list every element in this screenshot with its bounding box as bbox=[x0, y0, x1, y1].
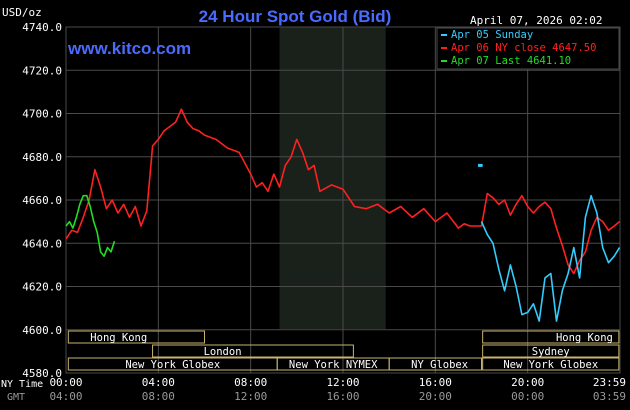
chart-title: 24 Hour Spot Gold (Bid) bbox=[199, 7, 392, 26]
y-tick-label: 4700.0 bbox=[22, 108, 62, 121]
session-box bbox=[388, 357, 482, 371]
session-label: New York Globex bbox=[503, 359, 598, 371]
session-label: New York Globex bbox=[125, 359, 220, 371]
ny-time-tick: 20:00 bbox=[511, 376, 544, 389]
shaded-band-layer bbox=[279, 27, 386, 329]
session-box bbox=[152, 344, 354, 358]
y-tick-label: 4580.0 bbox=[22, 367, 62, 380]
gmt-time-tick: 16:00 bbox=[326, 390, 359, 403]
timestamp: April 07, 2026 02:02 bbox=[470, 14, 602, 27]
gmt-label: GMT bbox=[7, 392, 25, 403]
y-tick-label: 4640.0 bbox=[22, 237, 62, 250]
y-tick-label: 4660.0 bbox=[22, 194, 62, 207]
y-tick-label: 4680.0 bbox=[22, 151, 62, 164]
session-box bbox=[482, 330, 620, 344]
session-label: London bbox=[204, 346, 242, 358]
session-label: New York NYMEX bbox=[289, 359, 378, 371]
units-label: USD/oz bbox=[2, 6, 42, 19]
gmt-time-tick: 08:00 bbox=[142, 390, 175, 403]
session-box bbox=[482, 344, 620, 358]
ny-time-label: NY Time bbox=[1, 379, 43, 390]
session-box bbox=[67, 330, 205, 344]
nymex-shaded-band bbox=[279, 27, 386, 329]
ny-time-tick: 08:00 bbox=[234, 376, 267, 389]
grid-layer bbox=[65, 26, 621, 374]
series-line bbox=[65, 108, 621, 275]
legend-box bbox=[436, 27, 620, 70]
series-layer bbox=[65, 108, 621, 322]
ny-time-tick: 12:00 bbox=[326, 376, 359, 389]
ny-time-tick: 23:59 bbox=[593, 376, 626, 389]
session-box bbox=[482, 357, 620, 371]
legend-entry: Apr 06 NY close 4647.50 bbox=[451, 42, 596, 54]
gmt-time-tick: 03:59 bbox=[593, 390, 626, 403]
session-label: Sydney bbox=[532, 346, 570, 358]
ny-time-tick: 16:00 bbox=[419, 376, 452, 389]
session-label: Hong Kong bbox=[556, 332, 613, 344]
ny-time-tick: 04:00 bbox=[142, 376, 175, 389]
kitco-brand[interactable]: www.kitco.com bbox=[67, 39, 191, 58]
series-line bbox=[480, 194, 621, 322]
session-label: Hong Kong bbox=[90, 332, 147, 344]
gmt-time-tick: 00:00 bbox=[511, 390, 544, 403]
x-tick-layer: 00:00 04:00 08:00 12:00 16:00 20:00 23:5904:00… bbox=[49, 376, 626, 403]
gmt-time-tick: 12:00 bbox=[234, 390, 267, 403]
session-label: NY Globex bbox=[411, 359, 468, 371]
y-tick-label: 4620.0 bbox=[22, 281, 62, 294]
y-tick-label: 4720.0 bbox=[22, 64, 62, 77]
y-tick-layer: 4580.0 4600.0 4620.0 4640.0 4660.0 4680.0 4700… bbox=[22, 21, 62, 380]
y-tick-label: 4740.0 bbox=[22, 21, 62, 34]
gmt-time-tick: 20:00 bbox=[419, 390, 452, 403]
series-line bbox=[65, 194, 116, 258]
legend-entry: Apr 07 Last 4641.10 bbox=[451, 55, 571, 67]
y-tick-label: 4600.0 bbox=[22, 324, 62, 337]
legend-entry: Apr 05 Sunday bbox=[451, 29, 533, 41]
gmt-time-tick: 04:00 bbox=[49, 390, 82, 403]
ny-time-tick: 00:00 bbox=[49, 376, 82, 389]
